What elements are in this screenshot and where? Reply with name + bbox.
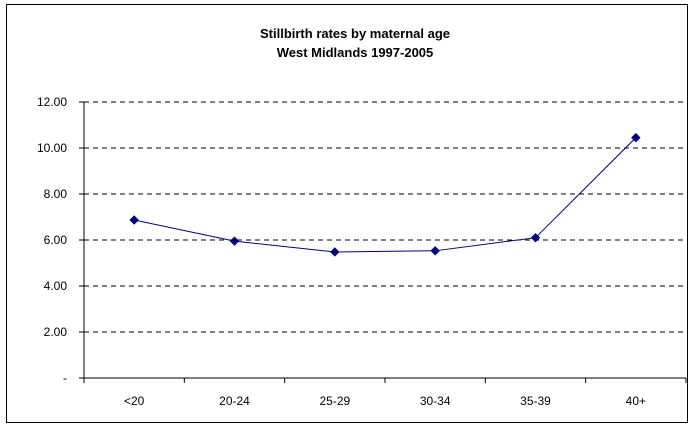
y-tick-label: 2.00 [44,325,68,339]
gridlines [84,101,686,333]
data-point [229,236,240,246]
x-tick-label: 25-29 [319,394,350,408]
data-point [330,247,340,257]
y-tick-label: - [63,371,67,385]
y-tick-label: 10.00 [37,141,67,155]
x-tick-label: 40+ [626,394,646,408]
x-tick-label: 20-24 [219,394,250,408]
data-point [430,246,440,256]
y-tick-label: 8.00 [44,187,68,201]
chart-frame [6,4,688,423]
axes: - 2.00 4.00 6.00 8.00 10.00 12.00 <20 20-24 25-29… [37,95,687,408]
y-tick-label: 4.00 [44,279,68,293]
series-line [134,137,637,253]
chart-subtitle: West Midlands 1997-2005 [277,45,434,60]
data-point [530,232,541,243]
series-layer [129,132,641,257]
chart-title: Stillbirth rates by maternal age [260,26,450,41]
x-tick-label: 30-34 [420,394,451,408]
x-tick-label: <20 [124,394,145,408]
y-tick-label: 12.00 [37,95,67,109]
y-tick-label: 6.00 [44,233,68,247]
x-tick-label: 35-39 [520,394,551,408]
data-point [129,215,139,225]
data-point [631,132,641,143]
